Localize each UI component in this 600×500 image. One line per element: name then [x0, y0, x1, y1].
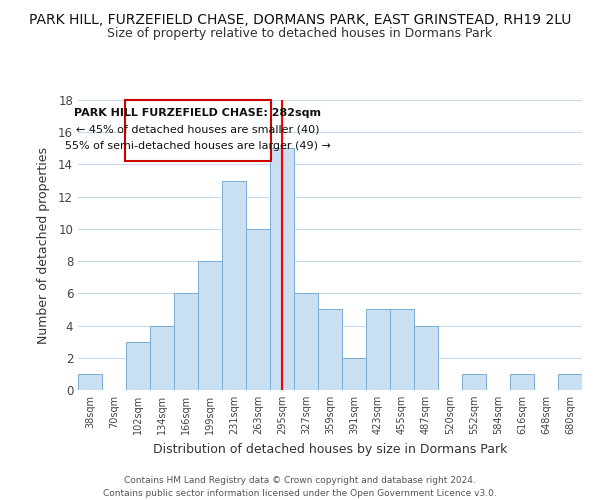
Bar — [246, 229, 270, 390]
Bar — [78, 374, 102, 390]
Text: ← 45% of detached houses are smaller (40): ← 45% of detached houses are smaller (40… — [76, 125, 320, 135]
Text: 55% of semi-detached houses are larger (49) →: 55% of semi-detached houses are larger (… — [65, 141, 331, 151]
Bar — [366, 310, 390, 390]
Bar — [558, 374, 582, 390]
Bar — [318, 310, 342, 390]
Bar — [270, 148, 294, 390]
Bar — [294, 294, 318, 390]
Text: Contains HM Land Registry data © Crown copyright and database right 2024.: Contains HM Land Registry data © Crown c… — [124, 476, 476, 485]
Text: Size of property relative to detached houses in Dormans Park: Size of property relative to detached ho… — [107, 28, 493, 40]
Bar — [462, 374, 486, 390]
Text: PARK HILL, FURZEFIELD CHASE, DORMANS PARK, EAST GRINSTEAD, RH19 2LU: PARK HILL, FURZEFIELD CHASE, DORMANS PAR… — [29, 12, 571, 26]
X-axis label: Distribution of detached houses by size in Dormans Park: Distribution of detached houses by size … — [153, 442, 507, 456]
Bar — [414, 326, 438, 390]
Bar — [390, 310, 414, 390]
Bar — [126, 342, 150, 390]
Bar — [198, 261, 222, 390]
Bar — [150, 326, 174, 390]
Bar — [342, 358, 366, 390]
Bar — [222, 180, 246, 390]
Text: PARK HILL FURZEFIELD CHASE: 282sqm: PARK HILL FURZEFIELD CHASE: 282sqm — [74, 108, 322, 118]
FancyBboxPatch shape — [125, 100, 271, 161]
Y-axis label: Number of detached properties: Number of detached properties — [37, 146, 50, 344]
Bar — [174, 294, 198, 390]
Bar — [510, 374, 534, 390]
Text: Contains public sector information licensed under the Open Government Licence v3: Contains public sector information licen… — [103, 489, 497, 498]
